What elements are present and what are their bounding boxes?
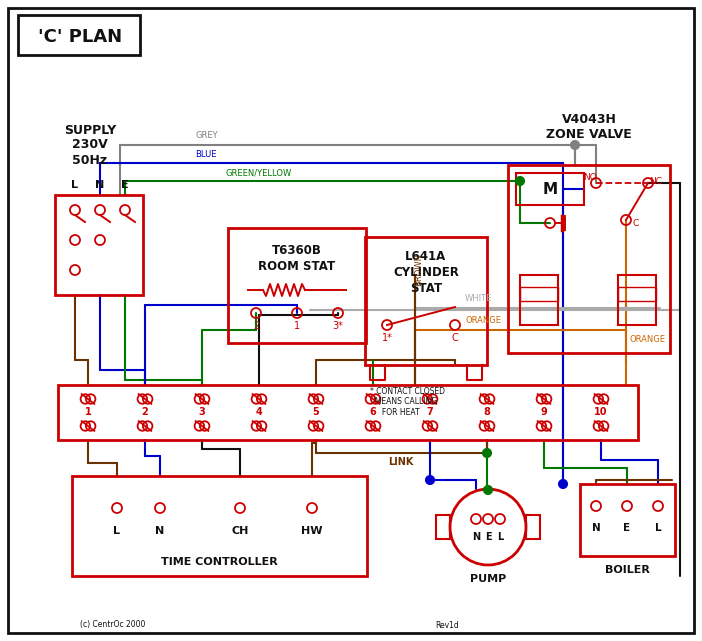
- Text: 'C' PLAN: 'C' PLAN: [38, 28, 122, 46]
- Circle shape: [426, 476, 434, 484]
- Text: STAT: STAT: [410, 283, 442, 296]
- Bar: [520, 275, 558, 325]
- Text: 1: 1: [294, 321, 300, 331]
- Bar: [365, 237, 487, 365]
- Text: L: L: [497, 532, 503, 542]
- Text: CH: CH: [232, 526, 249, 536]
- Text: ORANGE: ORANGE: [630, 335, 666, 344]
- Text: 5: 5: [312, 407, 319, 417]
- Text: 4: 4: [256, 407, 263, 417]
- Text: L641A: L641A: [405, 251, 446, 263]
- Text: E: E: [623, 523, 630, 533]
- Bar: [516, 173, 584, 205]
- Circle shape: [483, 449, 491, 457]
- Text: 2: 2: [253, 321, 259, 331]
- Text: 6: 6: [370, 407, 376, 417]
- Bar: [436, 515, 450, 539]
- Bar: [228, 228, 366, 343]
- Text: NO: NO: [583, 174, 597, 183]
- Text: * CONTACT CLOSED
  MEANS CALLING
     FOR HEAT: * CONTACT CLOSED MEANS CALLING FOR HEAT: [370, 387, 445, 417]
- Text: ORANGE: ORANGE: [465, 316, 501, 325]
- Text: N: N: [592, 523, 600, 533]
- Text: TIME CONTROLLER: TIME CONTROLLER: [161, 557, 278, 567]
- Text: NC: NC: [649, 176, 663, 185]
- Text: 10: 10: [595, 407, 608, 417]
- Bar: [580, 484, 675, 556]
- Text: BLUE: BLUE: [195, 150, 216, 159]
- Text: 1*: 1*: [382, 333, 392, 343]
- Bar: [58, 385, 638, 440]
- Text: N: N: [155, 526, 165, 536]
- Text: GREY: GREY: [195, 131, 218, 140]
- Bar: [18, 15, 140, 55]
- Bar: [508, 165, 670, 353]
- Bar: [55, 195, 143, 295]
- Text: C: C: [451, 333, 458, 343]
- Text: N: N: [95, 180, 105, 190]
- Text: 2: 2: [142, 407, 148, 417]
- Text: Rev1d: Rev1d: [435, 620, 458, 629]
- Text: L: L: [72, 180, 79, 190]
- Text: (c) CentrOc 2000: (c) CentrOc 2000: [80, 620, 145, 629]
- Text: 9: 9: [541, 407, 548, 417]
- Circle shape: [516, 177, 524, 185]
- Text: 7: 7: [427, 407, 433, 417]
- Circle shape: [571, 141, 579, 149]
- Text: CYLINDER: CYLINDER: [393, 267, 459, 279]
- Text: PUMP: PUMP: [470, 574, 506, 584]
- Text: GREEN/YELLOW: GREEN/YELLOW: [225, 168, 291, 177]
- Bar: [72, 476, 367, 576]
- Text: SUPPLY
230V
50Hz: SUPPLY 230V 50Hz: [64, 124, 116, 167]
- Text: V4043H
ZONE VALVE: V4043H ZONE VALVE: [546, 113, 632, 141]
- Text: M: M: [543, 181, 557, 197]
- Text: HW: HW: [301, 526, 323, 536]
- Circle shape: [484, 486, 492, 494]
- Text: L: L: [655, 523, 661, 533]
- Text: C: C: [633, 219, 639, 228]
- Text: E: E: [484, 532, 491, 542]
- Bar: [618, 287, 656, 301]
- Text: LINK: LINK: [388, 457, 413, 467]
- Bar: [520, 287, 558, 301]
- Text: BROWN: BROWN: [414, 253, 423, 287]
- Text: 3: 3: [199, 407, 206, 417]
- Text: ROOM STAT: ROOM STAT: [258, 260, 336, 272]
- Text: BOILER: BOILER: [605, 565, 650, 575]
- Text: 8: 8: [484, 407, 491, 417]
- Text: WHITE: WHITE: [465, 294, 492, 303]
- Text: N: N: [472, 532, 480, 542]
- Text: T6360B: T6360B: [272, 244, 322, 256]
- Bar: [526, 515, 540, 539]
- Text: 3*: 3*: [333, 321, 343, 331]
- Circle shape: [559, 480, 567, 488]
- Text: L: L: [114, 526, 121, 536]
- Text: E: E: [121, 180, 128, 190]
- Text: 1: 1: [85, 407, 91, 417]
- Bar: [618, 275, 656, 325]
